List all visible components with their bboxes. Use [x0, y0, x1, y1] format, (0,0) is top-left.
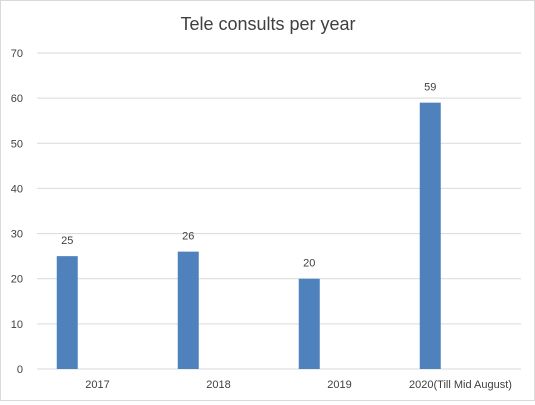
y-tick-label: 50	[11, 138, 23, 150]
x-tick-label: 2019	[327, 379, 351, 391]
y-tick-label: 10	[11, 319, 23, 331]
gridlines	[37, 52, 521, 370]
x-tick-label: 2020(Till Mid August)	[409, 379, 512, 391]
y-tick-label: 70	[11, 48, 23, 60]
data-labels: 25 26 20 59	[61, 82, 436, 270]
y-tick-label: 20	[11, 274, 23, 286]
x-tick-label: 2018	[206, 379, 230, 391]
x-axis-tick-labels: 2017 2018 2019 2020(Till Mid August)	[85, 379, 512, 391]
data-label: 20	[303, 258, 315, 270]
y-tick-label: 60	[11, 93, 23, 105]
bar-2017	[56, 256, 78, 369]
bars	[56, 102, 441, 370]
data-label: 25	[61, 235, 73, 247]
x-tick-label: 2017	[85, 379, 109, 391]
y-tick-label: 40	[11, 183, 23, 195]
y-axis-tick-labels: 0 10 20 30 40 50 60 70	[11, 48, 23, 376]
bar-2019	[298, 278, 320, 369]
data-label: 59	[424, 82, 436, 94]
y-tick-label: 0	[17, 364, 23, 376]
bar-2020	[419, 102, 441, 370]
y-tick-label: 30	[11, 229, 23, 241]
chart-title: Tele consults per year	[180, 14, 355, 34]
data-label: 26	[182, 231, 194, 243]
bar-2018	[177, 251, 199, 369]
